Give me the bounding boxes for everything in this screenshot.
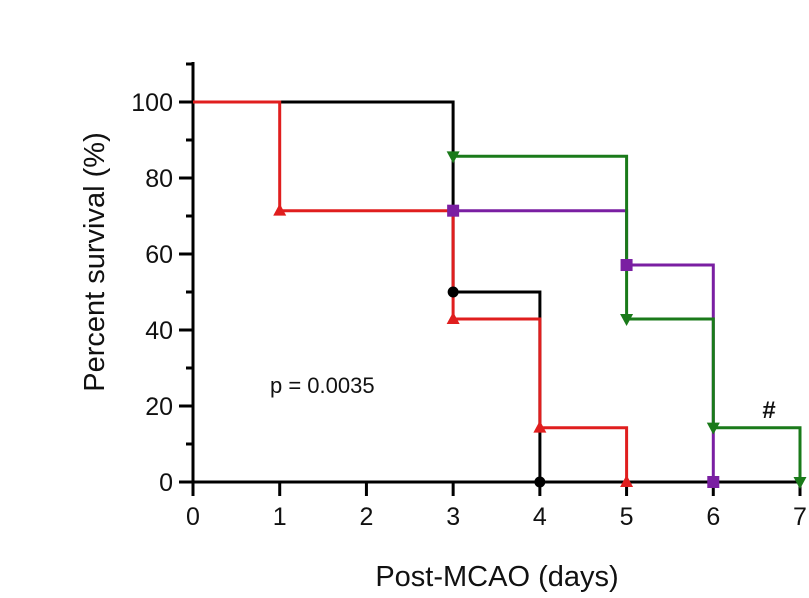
x-tick-label: 3 [446,503,460,531]
data-point-green [793,477,807,489]
y-tick-label: 0 [159,469,173,497]
data-point-green [620,313,634,326]
x-tick-label: 0 [186,503,200,531]
y-tick-label: 60 [145,241,173,269]
y-tick-label: 80 [145,165,173,193]
x-tick-label: 2 [359,503,373,531]
data-point-black [447,286,459,298]
p-value-annotation: p = 0.0035 [270,373,375,398]
y-tick-label: 40 [145,317,173,345]
x-tick-label: 6 [706,503,720,531]
data-point-red [273,203,287,216]
data-point-red [446,311,460,324]
x-tick-label: 1 [273,503,287,531]
data-point-black [534,476,546,488]
data-point-purple [447,204,460,217]
data-point-purple [707,476,720,488]
series-line-black [193,100,542,482]
series-line-purple [453,209,715,482]
marker-layer [273,151,807,489]
data-point-purple [620,259,633,272]
series-line-green [453,154,802,482]
significance-marker: # [762,397,775,424]
y-tick-label: 100 [131,89,173,117]
data-point-green [446,151,460,164]
y-tick-label: 20 [145,393,173,421]
data-point-green [706,422,720,435]
data-point-red [620,475,634,487]
x-tick-label: 5 [620,503,634,531]
data-point-red [533,420,547,433]
x-axis-title: Post-MCAO (days) [375,561,618,593]
x-tick-label: 7 [793,503,807,531]
x-tick-label: 4 [533,503,547,531]
axes: 0 20 40 60 80 100 0 1 2 3 4 5 6 7 [131,62,807,531]
series-line-red [193,100,629,482]
y-axis-title: Percent survival (%) [79,132,111,391]
